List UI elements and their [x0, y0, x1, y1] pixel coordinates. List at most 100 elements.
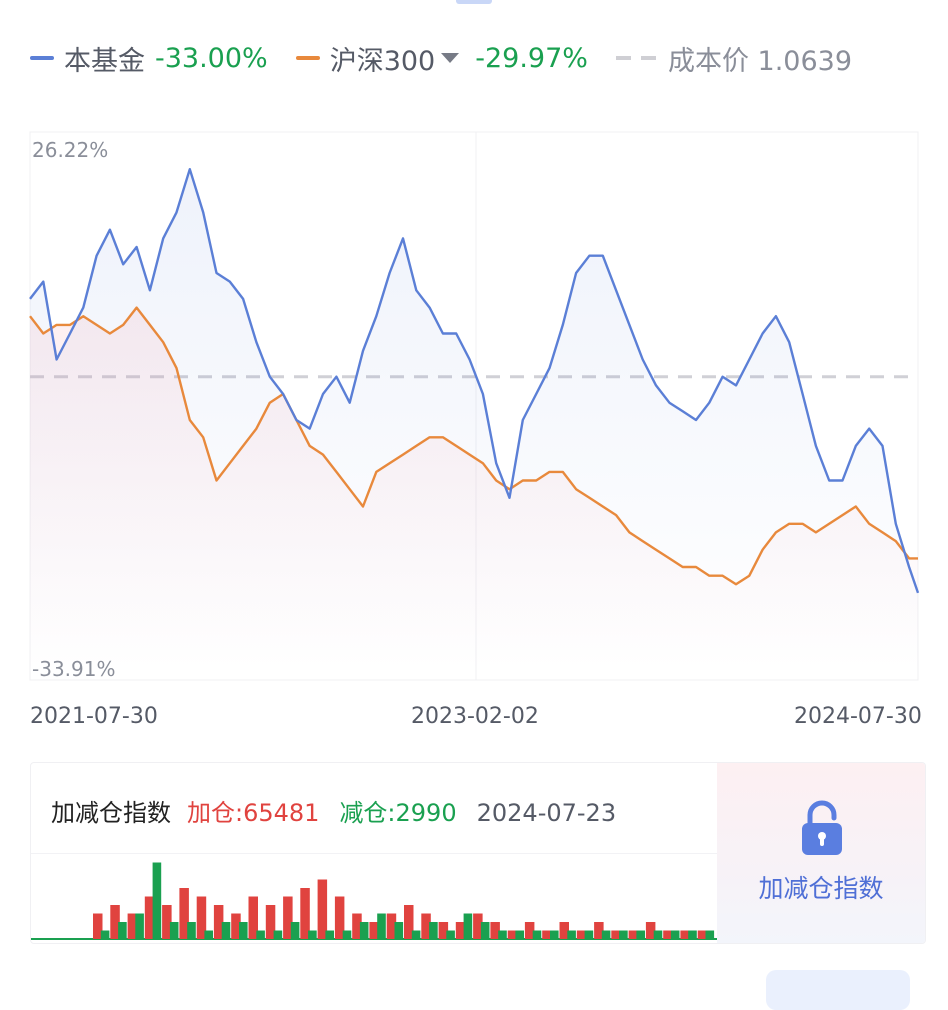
add-bar — [352, 913, 362, 939]
reduce-bar — [550, 930, 559, 939]
add-bar — [93, 913, 103, 939]
add-bar — [628, 930, 639, 939]
reduce-bar — [515, 930, 524, 939]
add-bar — [317, 879, 328, 939]
chart-svg: 26.22% -33.91% — [29, 131, 920, 681]
add-bar — [524, 922, 535, 939]
add-bar — [283, 896, 293, 939]
y-bottom-label: -33.91% — [32, 657, 115, 681]
index-area-fill — [30, 307, 918, 670]
panel-date: 2024-07-23 — [476, 799, 617, 827]
reduce-bar — [290, 922, 300, 939]
add-position-label: 加仓:65481 — [187, 799, 320, 827]
reduce-bar — [498, 930, 507, 939]
reduce-bar — [187, 922, 196, 939]
legend-fund-name: 本基金 — [64, 45, 145, 77]
add-bar — [196, 896, 207, 939]
add-bar — [611, 930, 621, 939]
add-bar — [490, 922, 500, 939]
reduce-bar — [670, 930, 680, 939]
bottom-right-button[interactable] — [766, 970, 910, 1010]
add-bar — [542, 930, 552, 939]
add-bar — [300, 888, 310, 939]
add-bar — [455, 922, 466, 939]
legend-cost-label: 成本价 1.0639 — [667, 45, 853, 77]
reduce-bar — [377, 913, 386, 939]
panel-title: 加减仓指数 — [51, 799, 171, 827]
add-bar — [127, 913, 138, 939]
add-bar — [680, 930, 690, 939]
x-tick-label-end: 2024-07-30 — [794, 704, 922, 729]
add-bar — [386, 913, 397, 939]
reduce-bar — [480, 922, 490, 939]
legend-index-name[interactable]: 沪深300 — [329, 45, 436, 77]
reduce-bar — [463, 913, 473, 939]
add-bar — [162, 905, 172, 939]
reduce-bar — [705, 930, 715, 939]
add-bar — [369, 922, 379, 939]
legend-index-value: -29.97% — [475, 42, 588, 74]
add-bar — [697, 930, 708, 939]
reduce-bar — [411, 930, 421, 939]
add-bar — [559, 922, 569, 939]
add-bar — [473, 913, 483, 939]
reduce-bar — [100, 930, 110, 939]
reduce-bar — [567, 930, 576, 939]
add-bar — [507, 930, 518, 939]
reduce-bar — [394, 922, 404, 939]
lock-feature-label[interactable]: 加减仓指数 — [758, 874, 884, 903]
add-bar — [576, 930, 587, 939]
reduce-bar — [325, 930, 334, 939]
position-index-panel: 加减仓指数 加仓:65481 减仓:2990 2024-07-23 加减仓指数 — [30, 762, 926, 944]
series-line-fund — [29, 168, 920, 594]
lock-icon[interactable] — [801, 799, 843, 857]
reduce-bar — [273, 930, 283, 939]
reduce-bar — [342, 930, 352, 939]
reduce-bar — [135, 913, 144, 939]
reduce-bar — [584, 930, 594, 939]
reduce-bar — [532, 930, 542, 939]
add-bar — [438, 922, 449, 939]
reduce-bar — [256, 930, 265, 939]
locked-feature-overlay[interactable]: 加减仓指数 — [717, 763, 925, 943]
panel-divider — [31, 853, 717, 854]
add-bar — [594, 922, 604, 939]
reduce-bar — [688, 930, 697, 939]
reduce-bar — [446, 930, 455, 939]
reduce-bar — [152, 862, 162, 939]
chart-legend: 本基金 -33.00% 沪深300 -29.97% 成本价 1.0639 — [30, 36, 890, 80]
legend-item-index[interactable]: 沪深300 -29.97% — [295, 39, 588, 78]
reduce-bar — [636, 930, 645, 939]
add-bar — [231, 913, 241, 939]
legend-fund-value: -33.00% — [155, 42, 268, 74]
panel-header: 加减仓指数 加仓:65481 减仓:2990 2024-07-23 — [51, 793, 616, 828]
reduce-bar — [308, 930, 317, 939]
reduce-bar — [118, 922, 127, 939]
reduce-bar — [169, 922, 179, 939]
position-bars-chart — [31, 862, 717, 940]
add-bar — [645, 922, 656, 939]
index-line-swatch — [295, 56, 320, 60]
add-bar — [663, 930, 673, 939]
top-tab-indicator — [456, 0, 492, 4]
reduce-position-label: 减仓:2990 — [339, 799, 457, 827]
performance-chart[interactable]: 26.22% -33.91% — [0, 120, 948, 740]
reduce-bar — [239, 922, 248, 939]
fund-line-swatch — [30, 56, 54, 60]
y-top-label: 26.22% — [32, 138, 108, 162]
add-bar — [144, 896, 155, 939]
add-bar — [421, 913, 431, 939]
add-bar — [248, 896, 258, 939]
add-bar — [334, 896, 345, 939]
cost-line-swatch — [615, 56, 656, 60]
reduce-bar — [619, 930, 628, 939]
legend-item-fund: 本基金 -33.00% — [30, 39, 268, 78]
reduce-bar — [653, 930, 663, 939]
reduce-bar — [204, 930, 213, 939]
add-bar — [110, 905, 120, 939]
reduce-bar — [429, 922, 438, 939]
dropdown-triangle-icon[interactable] — [441, 53, 460, 63]
reduce-bar — [359, 922, 369, 939]
add-bar — [213, 905, 224, 939]
reduce-bar — [221, 922, 231, 939]
